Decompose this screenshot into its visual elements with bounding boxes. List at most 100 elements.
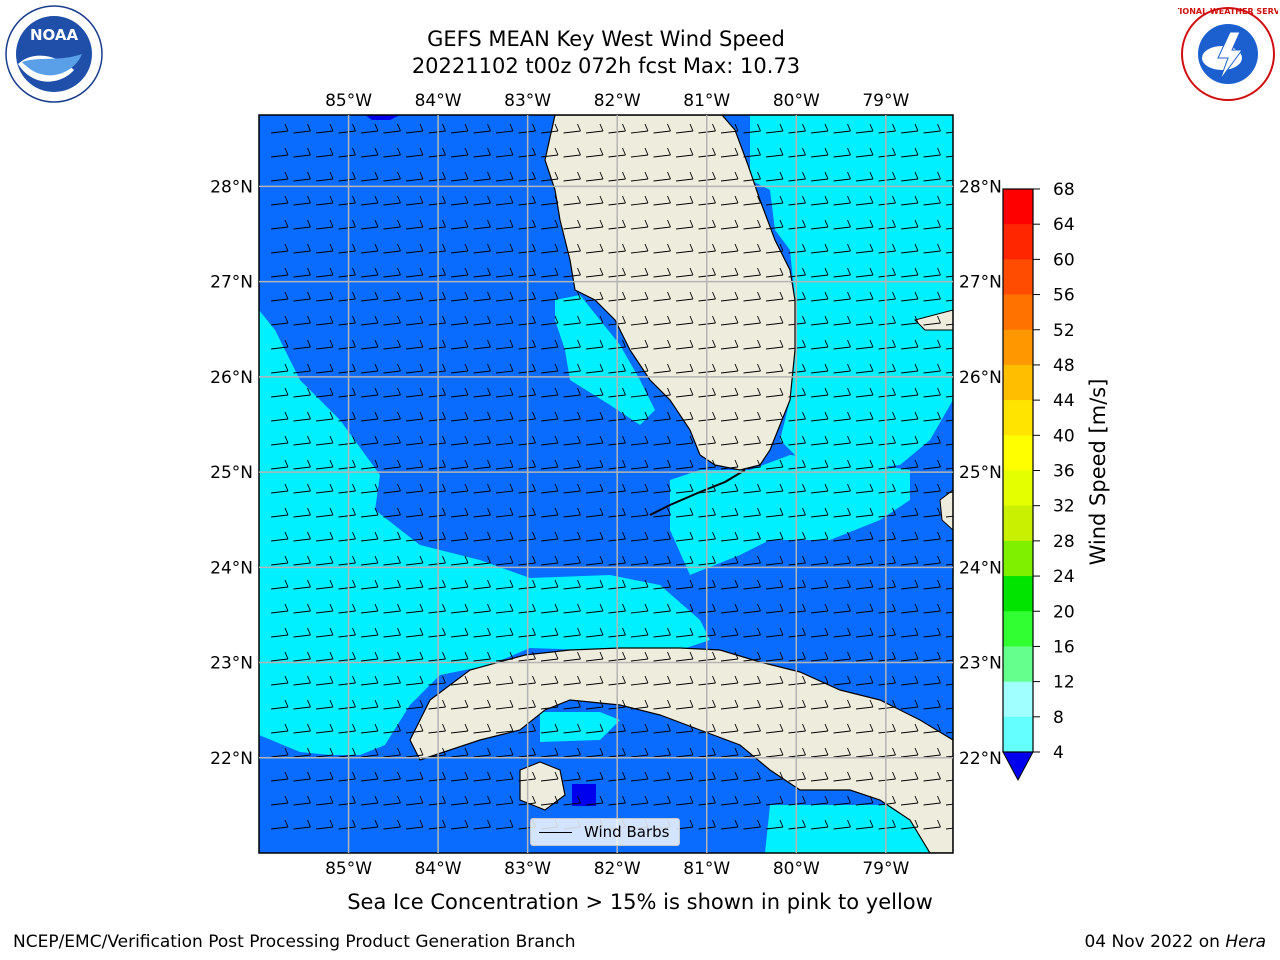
colorbar-bin <box>1003 611 1033 648</box>
wind-barb <box>653 723 671 734</box>
wind-barb <box>900 603 919 614</box>
wind-barb <box>495 363 514 374</box>
keys-chain <box>649 469 746 516</box>
sea-ice-caption: Sea Ice Concentration > 15% is shown in … <box>0 890 1280 914</box>
wind-barb <box>720 651 739 662</box>
wind-barb <box>360 339 379 350</box>
wind-barb <box>293 459 311 470</box>
wind-barb <box>675 267 694 278</box>
wind-barb <box>630 387 649 398</box>
wind-barb <box>945 251 953 254</box>
wind-barb <box>653 675 671 686</box>
wind-barb <box>338 603 356 614</box>
wind-barb <box>833 387 851 398</box>
wind-barb <box>563 315 581 326</box>
colorbar-bin <box>1003 540 1033 577</box>
wind-barb <box>743 195 761 206</box>
wind-barb <box>495 195 514 206</box>
wind-barb <box>315 627 334 638</box>
wind-barb <box>765 795 784 806</box>
wind-barb <box>293 387 311 398</box>
wind-barb <box>428 507 446 518</box>
wind-zone-cuba-inner <box>540 712 620 742</box>
wind-barb <box>495 435 514 446</box>
wind-barb <box>675 627 694 638</box>
wind-barb <box>630 627 649 638</box>
wind-barb <box>923 243 941 254</box>
wind-barb <box>743 123 761 134</box>
wind-barb <box>428 243 446 254</box>
wind-barb <box>878 291 896 302</box>
lon-label-top: 81°W <box>683 91 730 111</box>
wind-barb <box>383 579 401 590</box>
wind-barb <box>563 147 581 158</box>
wind-barb <box>878 363 896 374</box>
wind-barb <box>293 795 311 806</box>
wind-barb <box>495 675 514 686</box>
wind-barb <box>923 339 941 350</box>
wind-barb <box>585 435 604 446</box>
wind-barb <box>473 555 491 566</box>
wind-barb <box>473 411 491 422</box>
wind-barb <box>765 267 784 278</box>
wind-barb <box>765 555 784 566</box>
wind-barb <box>810 459 829 470</box>
colorbar-extend-arrow <box>1002 751 1034 782</box>
wind-barb <box>270 723 289 734</box>
wind-barb <box>743 771 761 782</box>
wind-barb <box>900 771 919 782</box>
wind-barb <box>540 339 559 350</box>
colorbar-bin <box>1003 329 1033 366</box>
wind-barb <box>405 627 424 638</box>
wind-barb <box>450 507 469 518</box>
wind-barb <box>653 435 671 446</box>
wind-barb <box>293 483 311 494</box>
wind-barb <box>945 731 953 734</box>
wind-barb <box>360 603 379 614</box>
wind-zone-west <box>259 310 710 755</box>
wind-barb <box>585 267 604 278</box>
wind-barb <box>743 435 761 446</box>
wind-barb <box>473 339 491 350</box>
wind-barb <box>563 603 581 614</box>
wind-barb <box>405 531 424 542</box>
wind-barb <box>945 563 953 566</box>
colorbar-bin <box>1003 435 1033 472</box>
wind-barb <box>338 123 356 134</box>
wind-barb <box>315 339 334 350</box>
wind-barb <box>315 555 334 566</box>
wind-barb <box>923 195 941 206</box>
wind-barb <box>878 315 896 326</box>
wind-barb <box>428 771 446 782</box>
colorbar-bin <box>1003 716 1033 753</box>
wind-barb <box>810 339 829 350</box>
wind-barb <box>878 219 896 230</box>
wind-barb <box>630 795 649 806</box>
wind-barb <box>878 507 896 518</box>
wind-barb <box>473 459 491 470</box>
wind-barb <box>405 339 424 350</box>
wind-barb <box>945 467 953 470</box>
wind-barb <box>293 171 311 182</box>
wind-barb <box>428 699 446 710</box>
chart-title: GEFS MEAN Key West Wind Speed <box>427 27 785 51</box>
wind-barb <box>315 171 334 182</box>
wind-barb <box>720 123 739 134</box>
wind-barb <box>833 411 851 422</box>
wind-barb <box>315 819 334 830</box>
wind-barb <box>293 531 311 542</box>
wind-barb <box>675 651 694 662</box>
wind-barb <box>270 699 289 710</box>
wind-barb <box>495 219 514 230</box>
wind-barb <box>405 675 424 686</box>
wind-barb <box>585 195 604 206</box>
wind-zone-swfl <box>555 295 655 425</box>
wind-barb <box>293 243 311 254</box>
wind-barb <box>473 771 491 782</box>
wind-barb <box>810 171 829 182</box>
wind-barb <box>585 123 604 134</box>
wind-barb <box>630 147 649 158</box>
wind-barb <box>540 315 559 326</box>
colorbar-bin <box>1003 470 1033 507</box>
wind-barb <box>495 171 514 182</box>
